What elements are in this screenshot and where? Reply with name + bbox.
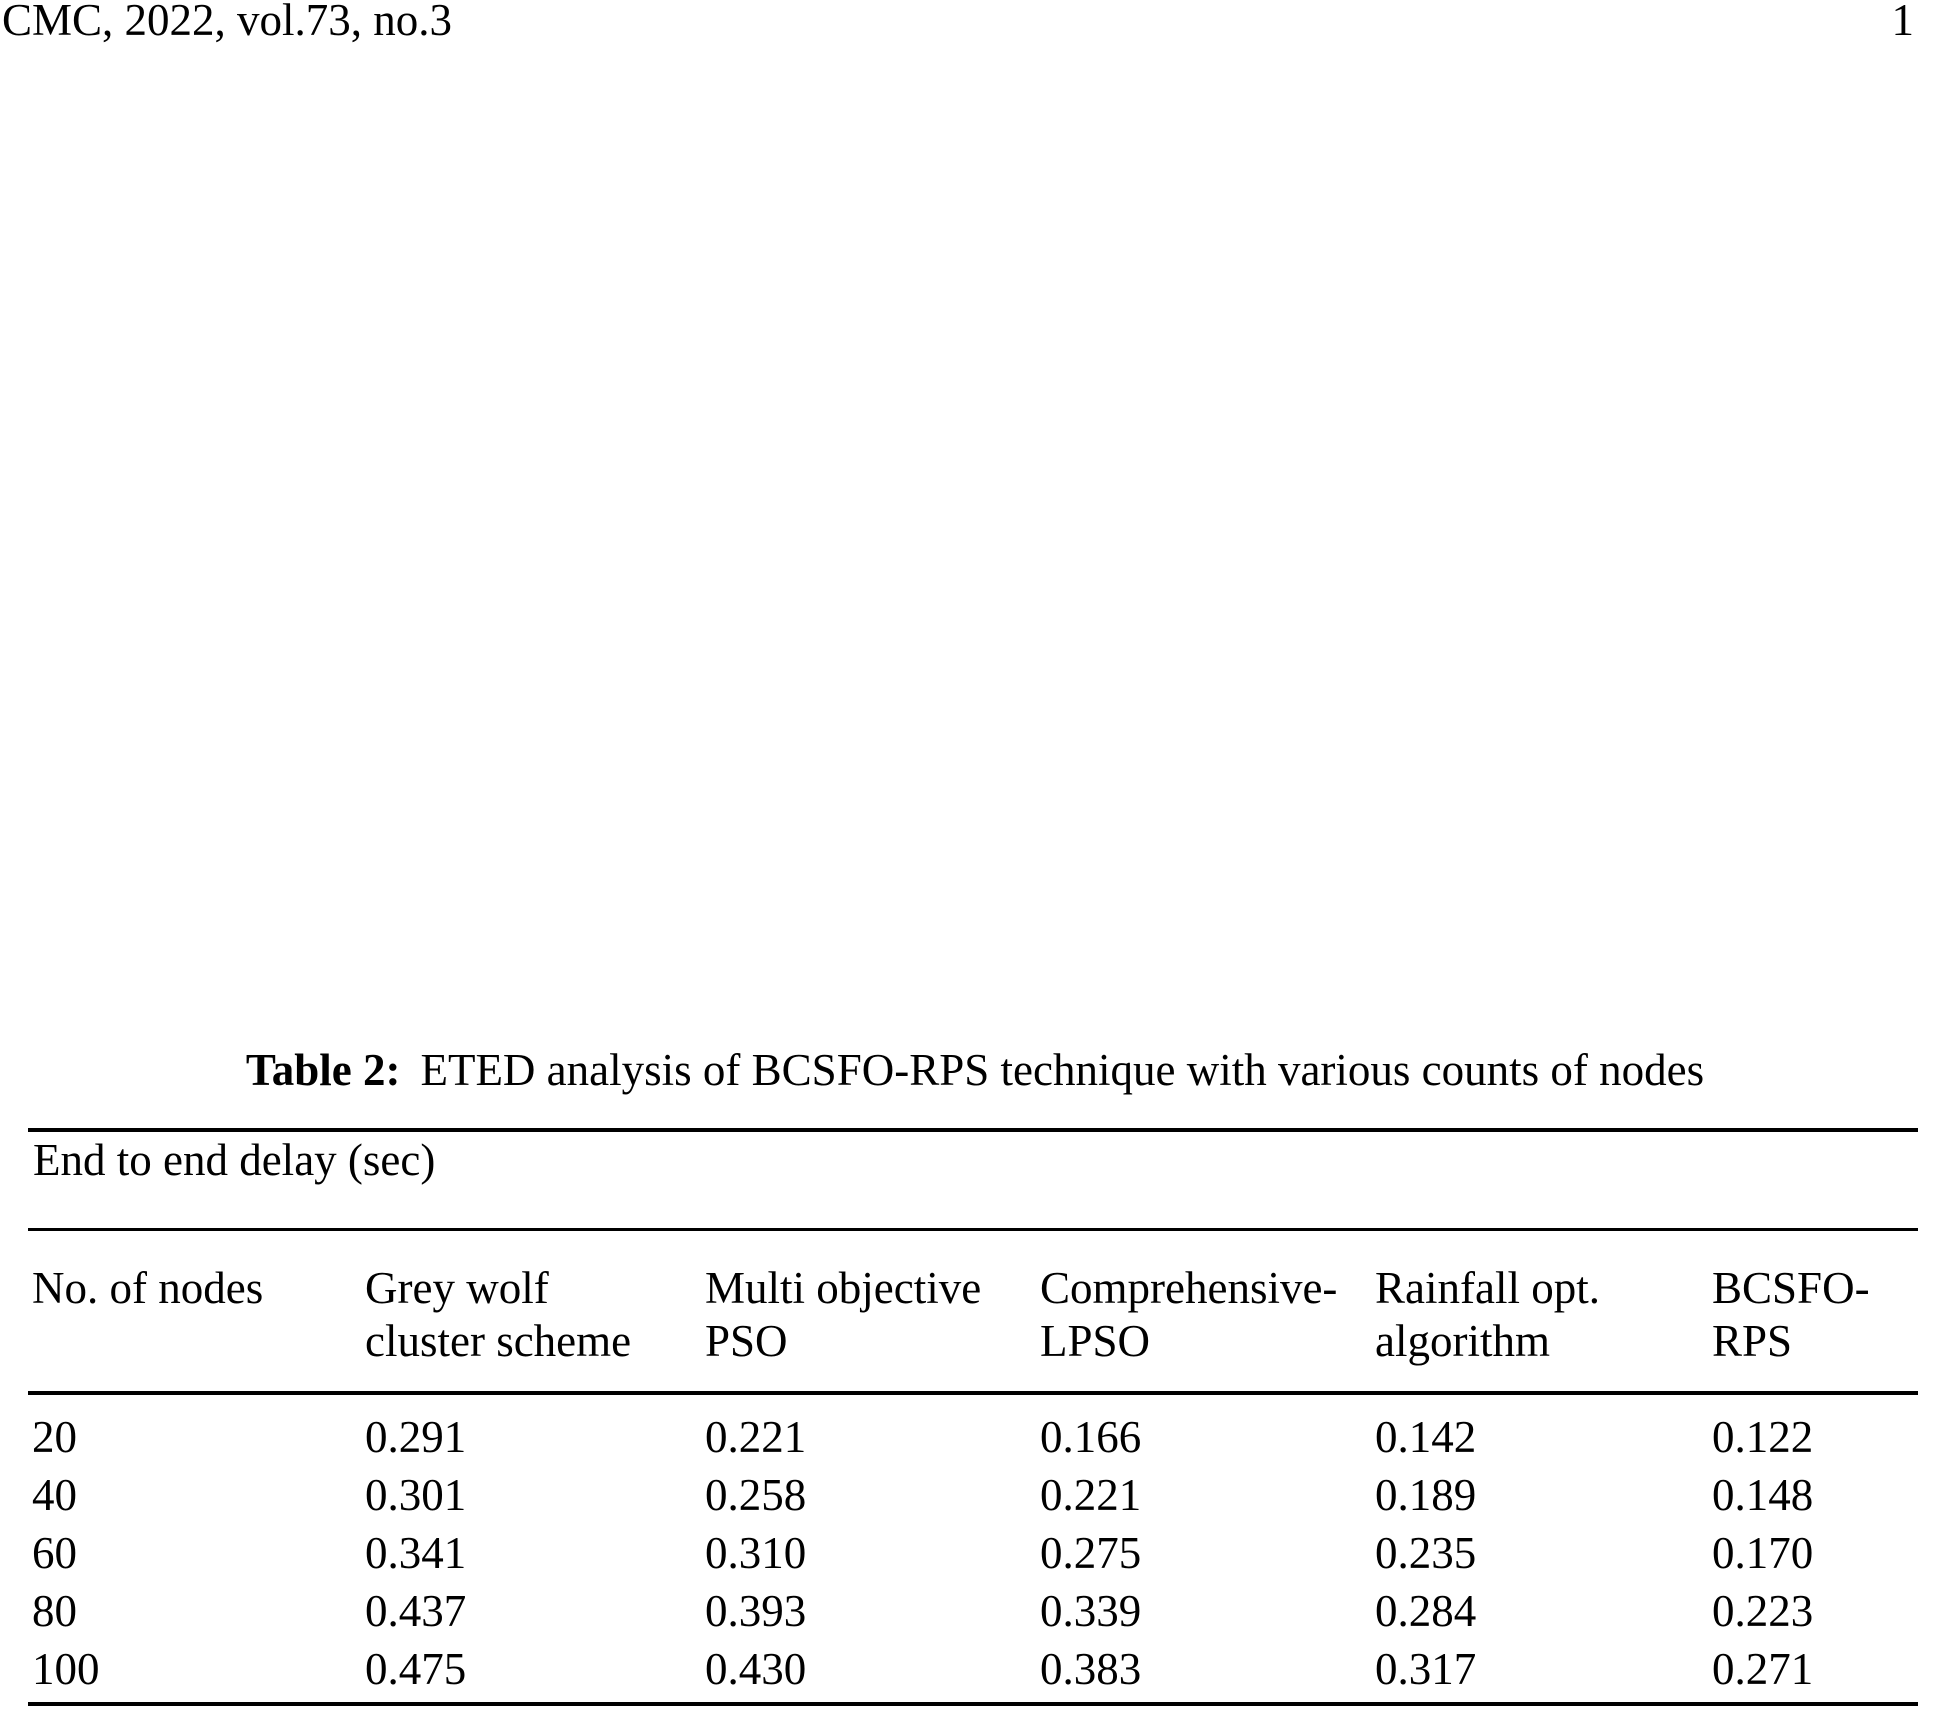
table-cell: 0.142 [1375,1412,1477,1462]
column-header-line: PSO [705,1316,788,1366]
table-cell: 80 [32,1586,77,1636]
table-row: 40 0.301 0.258 0.221 0.189 0.148 [28,1466,1918,1524]
table-cell: 20 [32,1412,77,1462]
column-header-line: RPS [1712,1316,1793,1366]
column-header-nodes: No. of nodes [28,1231,365,1393]
column-header-line: LPSO [1040,1316,1151,1366]
table-cell: 0.223 [1712,1586,1814,1636]
column-header-line: Grey wolf [365,1263,549,1313]
table-caption: Table 2: ETED analysis of BCSFO-RPS techn… [0,1042,1950,1098]
table-cell: 40 [32,1470,77,1520]
table-cell: 0.258 [705,1470,807,1520]
table-cell: 0.221 [705,1412,807,1462]
table-cell: 0.221 [1040,1470,1142,1520]
column-header-line: algorithm [1375,1316,1550,1366]
table-cell: 60 [32,1528,77,1578]
eted-results-table: No. of nodes Grey wolf cluster scheme Mu… [28,1231,1918,1702]
table-cell: 0.310 [705,1528,807,1578]
header-row: No. of nodes Grey wolf cluster scheme Mu… [28,1231,1918,1393]
table-cell: 0.301 [365,1470,467,1520]
column-header-line: Multi objective [705,1263,982,1313]
column-header-comprehensive-lpso: Comprehensive- LPSO [1040,1231,1375,1393]
table-cell: 0.393 [705,1586,807,1636]
table-cell: 0.284 [1375,1586,1477,1636]
table-cell: 0.166 [1040,1412,1142,1462]
table-cell: 100 [32,1644,100,1694]
journal-header: CMC, 2022, vol.73, no.3 [2,0,453,45]
table-head: No. of nodes Grey wolf cluster scheme Mu… [28,1231,1918,1393]
column-header-line: No. of nodes [32,1263,264,1313]
table-cell: 0.275 [1040,1528,1142,1578]
table-cell: 0.317 [1375,1644,1477,1694]
table-row: 60 0.341 0.310 0.275 0.235 0.170 [28,1524,1918,1582]
table-cell: 0.383 [1040,1644,1142,1694]
running-head: CMC, 2022, vol.73, no.3 1 [2,0,1914,48]
column-header-line: Rainfall opt. [1375,1263,1600,1313]
table-cell: 0.271 [1712,1644,1814,1694]
table-body: 20 0.291 0.221 0.166 0.142 0.122 40 0.30… [28,1393,1918,1702]
column-header-line: BCSFO- [1712,1263,1870,1313]
table-cell: 0.189 [1375,1470,1477,1520]
table-cell: 0.148 [1712,1470,1814,1520]
column-header-grey-wolf: Grey wolf cluster scheme [365,1231,705,1393]
table-cell: 0.437 [365,1586,467,1636]
table-row: 20 0.291 0.221 0.166 0.142 0.122 [28,1393,1918,1466]
table-caption-label: Table 2: [245,1045,401,1095]
table-caption-text: ETED analysis of BCSFO-RPS technique wit… [420,1045,1705,1095]
column-header-line: Comprehensive- [1040,1263,1338,1313]
column-header-line: cluster scheme [365,1316,632,1366]
column-header-rainfall-opt: Rainfall opt. algorithm [1375,1231,1712,1393]
table-cell: 0.235 [1375,1528,1477,1578]
page-number: 1 [1891,0,1915,45]
table-cell: 0.291 [365,1412,467,1462]
table-cell: 0.475 [365,1644,467,1694]
column-header-multi-objective-pso: Multi objective PSO [705,1231,1040,1393]
table-cell: 0.341 [365,1528,467,1578]
table-cell: 0.122 [1712,1412,1814,1462]
results-table-block: End to end delay (sec) No. of nodes Grey [28,1128,1918,1706]
column-header-bcsfo-rps: BCSFO- RPS [1712,1231,1918,1393]
table-cell: 0.430 [705,1644,807,1694]
table-group-header: End to end delay (sec) [28,1132,1918,1231]
table-row: 100 0.475 0.430 0.383 0.317 0.271 [28,1640,1918,1702]
table-row: 80 0.437 0.393 0.339 0.284 0.223 [28,1582,1918,1640]
table-cell: 0.170 [1712,1528,1814,1578]
table-cell: 0.339 [1040,1586,1142,1636]
